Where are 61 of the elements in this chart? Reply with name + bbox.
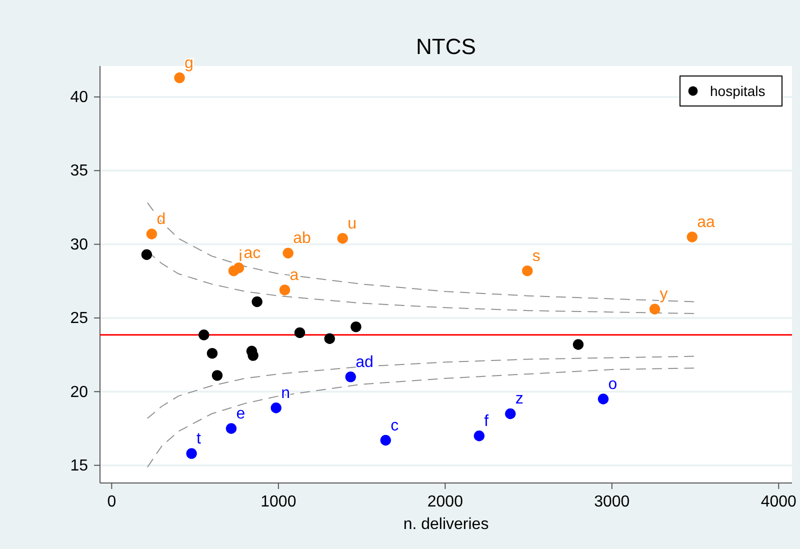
data-label: d [156,210,166,228]
x-axis-title: n. deliveries [403,516,489,533]
point [350,321,362,332]
point [324,333,335,344]
point [572,339,584,350]
point [270,402,282,414]
legend-label: hospitals [710,83,766,99]
chart-title: NTCS [416,34,476,59]
y-tick-label: 40 [70,89,88,106]
point [505,408,516,420]
point [206,348,218,359]
x-tick-label: 3000 [594,493,630,510]
point [522,265,533,276]
data-label: ad [356,354,374,371]
y-tick-label: 30 [70,236,88,254]
data-label: z [515,390,524,408]
data-label: f [484,412,490,430]
data-label: n [281,384,290,402]
data-label: i [238,248,242,265]
point [337,233,348,244]
y-tick-label: 35 [70,162,88,180]
data-label: c [390,417,399,434]
point [252,296,262,308]
point [212,370,223,381]
point [233,262,244,274]
x-tick-label: 0 [107,493,116,510]
point [174,72,185,84]
data-label: e [236,405,246,422]
data-label: ac [244,244,261,262]
data-label: o [608,376,618,394]
data-label: g [184,54,194,72]
data-label: aa [697,214,716,231]
data-label: a [290,266,299,284]
x-tick-label: 4000 [760,493,797,510]
point [474,430,485,442]
point [146,228,158,240]
data-label: y [660,286,668,304]
point [141,249,152,260]
point [345,372,356,382]
point [598,394,609,404]
x-tick-label: 1000 [260,493,296,510]
point [686,232,698,242]
y-tick-label: 25 [70,310,88,328]
point [186,448,197,459]
data-label: s [532,248,540,265]
point [380,434,391,446]
data-label: u [348,215,357,232]
point [649,304,660,314]
y-tick-label: 20 [70,384,88,401]
line-series [147,202,694,302]
line-series [147,368,694,468]
data-label: ab [293,230,311,248]
point [198,330,210,340]
y-tick-label: 15 [70,457,88,474]
x-tick-label: 2000 [427,493,464,510]
point [226,423,237,434]
data-label: t [196,430,202,448]
point [248,350,258,361]
point [279,284,290,296]
point [282,248,294,258]
point [294,327,306,338]
